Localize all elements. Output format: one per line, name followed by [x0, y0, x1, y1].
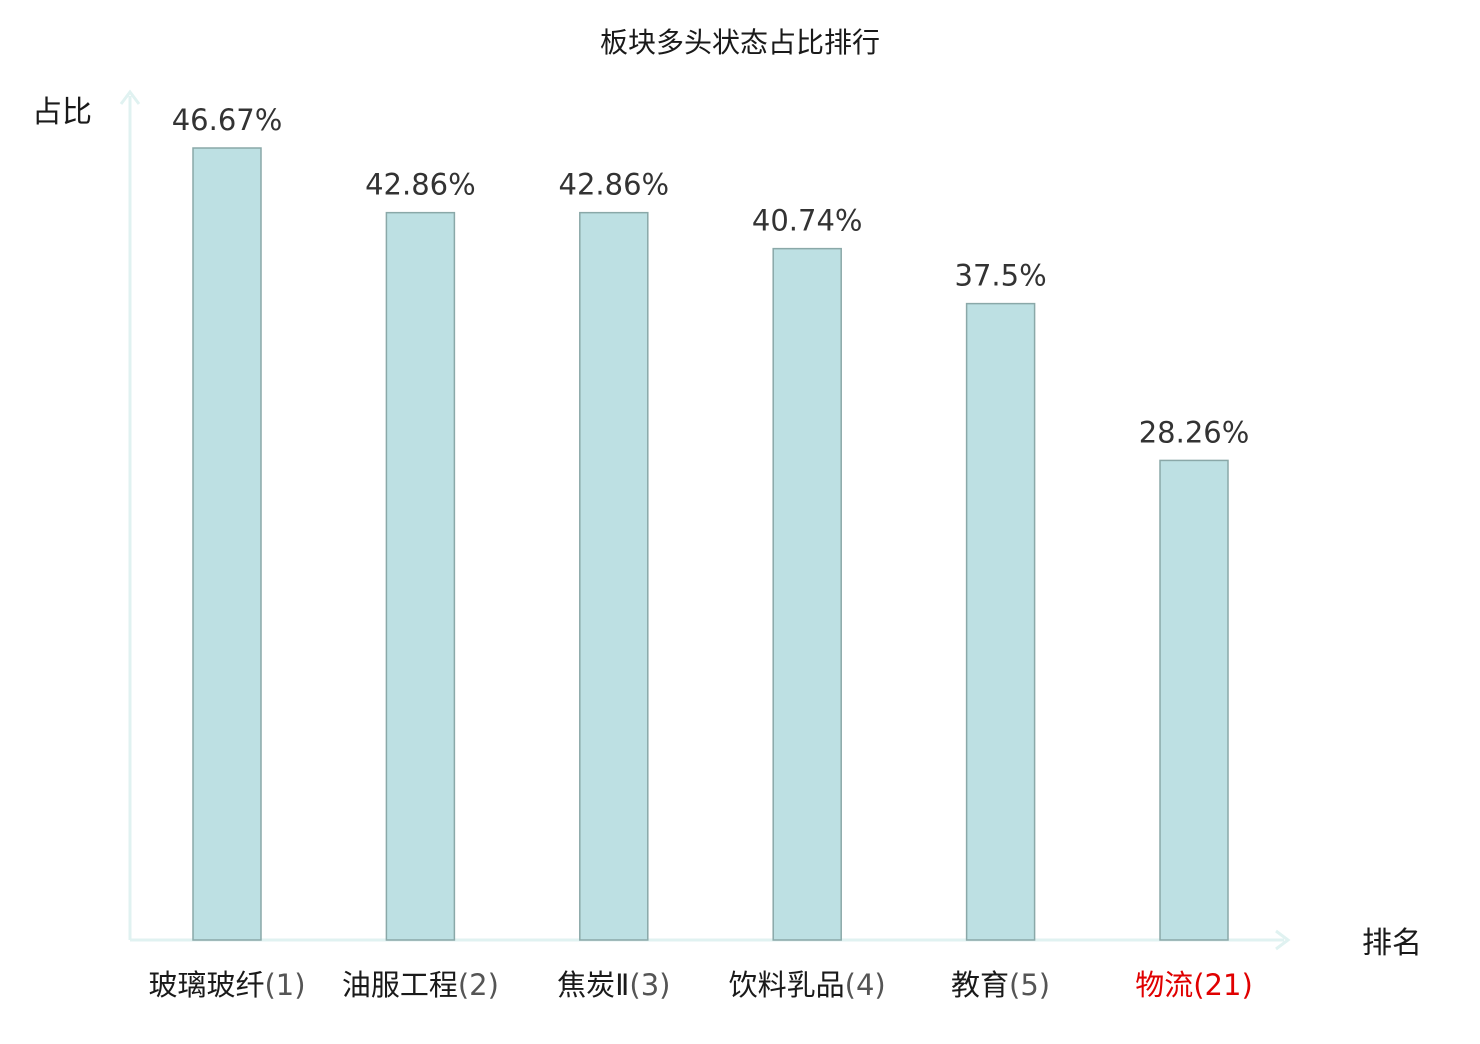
category-label-6: 物流(21) [1135, 968, 1253, 1002]
value-label-3: 42.86% [559, 168, 670, 202]
category-rank: (4) [845, 968, 886, 1002]
category-rank: (5) [1009, 968, 1050, 1002]
category-label-2: 油服工程(2) [342, 968, 499, 1002]
value-label-6: 28.26% [1139, 415, 1250, 449]
value-label-5: 37.5% [955, 259, 1047, 293]
bar-4 [772, 247, 842, 941]
category-name: 教育 [951, 968, 1009, 1002]
category-name: 玻璃玻纤 [148, 968, 264, 1002]
value-labels-group: 46.67% 42.86% 42.86% 40.74% 37.5% 28.26% [172, 103, 1250, 449]
category-label-3: 焦炭Ⅱ(3) [557, 968, 670, 1002]
category-label-1: 玻璃玻纤(1) [148, 968, 305, 1002]
category-name: 饮料乳品 [729, 968, 845, 1002]
value-label-1: 46.67% [172, 103, 283, 137]
axes [119, 89, 1291, 951]
category-rank: (21) [1193, 968, 1253, 1002]
category-rank: (2) [458, 968, 499, 1002]
bar-6 [1159, 459, 1229, 941]
value-label-2: 42.86% [365, 168, 476, 202]
category-name: 焦炭Ⅱ [557, 968, 629, 1002]
category-rank: (3) [629, 968, 670, 1002]
value-label-4: 40.74% [752, 204, 863, 238]
x-axis-label: 排名 [1362, 926, 1422, 961]
chart-title: 板块多头状态占比排行 [600, 26, 880, 59]
bar-2 [385, 211, 456, 941]
bar-3 [579, 211, 649, 941]
category-name: 物流 [1135, 968, 1193, 1002]
category-labels-group: 玻璃玻纤(1) 油服工程(2) 焦炭Ⅱ(3) 饮料乳品(4) 教育(5) 物流(21) [148, 968, 1252, 1002]
y-axis-label: 占比 [32, 95, 92, 130]
category-label-4: 饮料乳品(4) [729, 968, 886, 1002]
x-axis-arrow [1275, 929, 1291, 951]
category-label-5: 教育(5) [951, 968, 1050, 1002]
bars-group [192, 147, 1229, 941]
category-rank: (1) [264, 968, 305, 1002]
bar-5 [965, 302, 1036, 941]
y-axis-arrow [119, 89, 141, 105]
category-name: 油服工程 [342, 968, 458, 1002]
bar-1 [192, 147, 262, 941]
